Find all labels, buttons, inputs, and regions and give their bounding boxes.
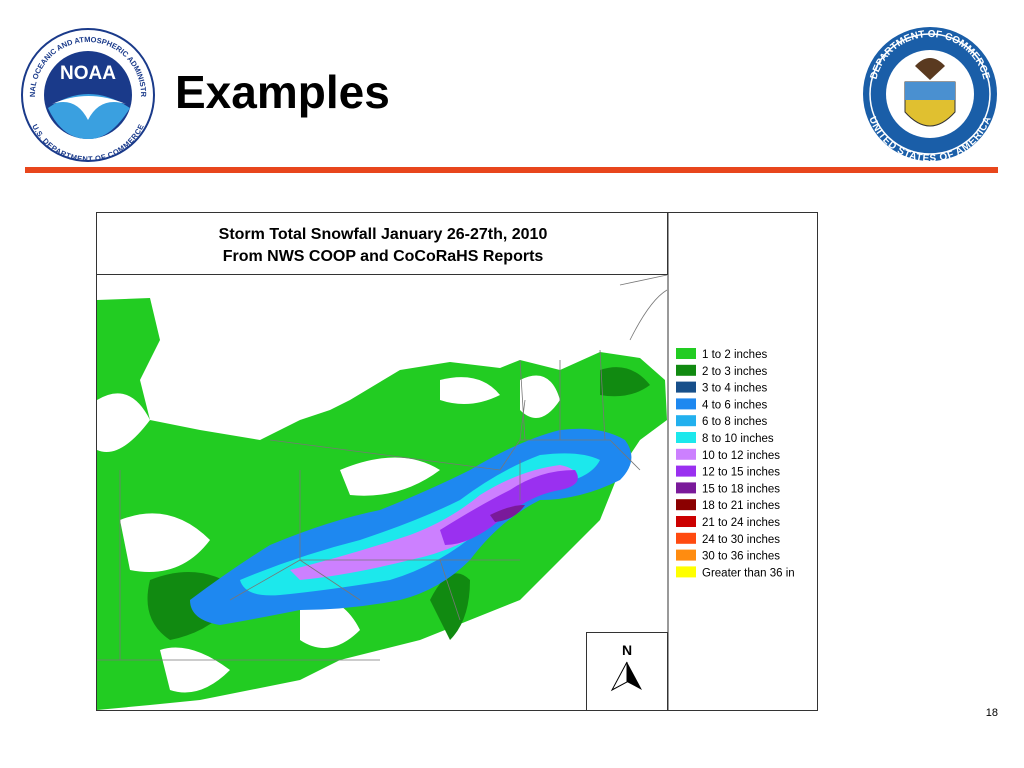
legend-label: 30 to 36 inches [702,551,780,563]
map-figure: Storm Total Snowfall January 26-27th, 20… [96,212,818,711]
legend-label: 1 to 2 inches [702,349,767,361]
legend-swatch [676,364,696,376]
legend: 1 to 2 inches 2 to 3 inches 3 to 4 inches 4… [676,348,795,579]
legend-swatch [676,465,696,477]
legend-swatch [676,549,696,561]
noaa-logo: NOAA NATIONAL OCEANIC AND ATMOSPHERIC AD… [0,0,155,164]
legend-swatch [676,381,696,393]
legend-swatch [676,415,696,427]
commerce-seal: DEPARTMENT OF COMMERCE UNITED STATES OF … [863,27,997,165]
legend-swatch [676,432,696,443]
legend-swatch [676,448,696,460]
legend-label: 2 to 3 inches [702,366,767,378]
legend-swatch [676,499,696,511]
legend-label: 12 to 15 inches [702,467,780,479]
legend-label: 15 to 18 inches [702,483,780,495]
legend-label: 21 to 24 inches [702,517,780,529]
noaa-acronym: NOAA [60,63,116,84]
legend-label: Greater than 36 in [702,567,795,579]
legend-swatch [676,348,696,359]
legend-label: 4 to 6 inches [702,399,767,411]
page-number: 18 [986,707,998,719]
map-title-line: Storm Total Snowfall January 26-27th, 20… [219,226,548,243]
legend-label: 3 to 4 inches [702,383,767,395]
slide-title: Examples [175,66,390,118]
legend-label: 8 to 10 inches [702,433,774,445]
legend-label: 10 to 12 inches [702,450,780,462]
north-label: N [622,642,632,658]
north-arrow-right [627,662,642,690]
map-title-line: From NWS COOP and CoCoRaHS Reports [223,248,544,265]
legend-label: 6 to 8 inches [702,416,767,428]
legend-swatch [676,482,696,494]
legend-label: 18 to 21 inches [702,500,780,512]
legend-swatch [676,398,696,410]
legend-swatch [676,532,696,544]
legend-swatch [676,516,696,527]
snowfall-map [97,275,667,710]
legend-swatch [676,566,696,578]
map-title-box [96,212,668,275]
legend-label: 24 to 30 inches [702,534,780,546]
header-rule [25,167,998,173]
